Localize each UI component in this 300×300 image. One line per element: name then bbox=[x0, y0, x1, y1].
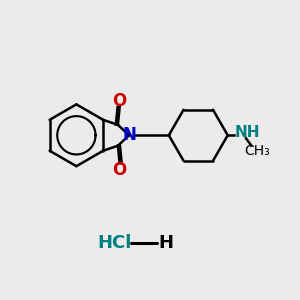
Text: NH: NH bbox=[235, 125, 260, 140]
Text: O: O bbox=[112, 161, 127, 179]
Text: N: N bbox=[122, 126, 136, 144]
Text: CH₃: CH₃ bbox=[244, 145, 270, 158]
Text: O: O bbox=[112, 92, 127, 110]
Text: H: H bbox=[159, 234, 174, 252]
Text: HCl: HCl bbox=[98, 234, 132, 252]
